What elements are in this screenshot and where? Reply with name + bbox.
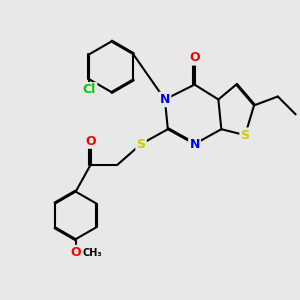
Text: Cl: Cl bbox=[83, 83, 96, 96]
Text: O: O bbox=[189, 51, 200, 64]
Text: S: S bbox=[241, 129, 250, 142]
Text: O: O bbox=[85, 135, 96, 148]
Text: S: S bbox=[136, 138, 146, 151]
Text: O: O bbox=[70, 246, 81, 259]
Text: N: N bbox=[160, 93, 170, 106]
Text: CH₃: CH₃ bbox=[82, 248, 102, 257]
Text: N: N bbox=[189, 138, 200, 151]
